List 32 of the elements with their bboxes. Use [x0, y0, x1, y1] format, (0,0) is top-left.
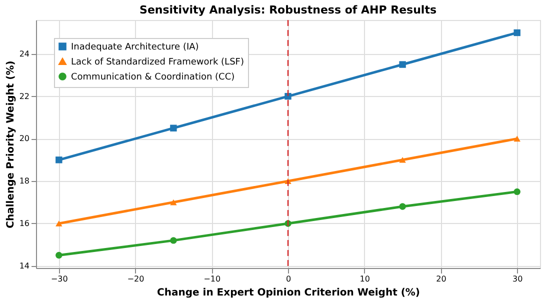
y-tick-label: 14 — [19, 261, 30, 270]
point — [399, 203, 406, 210]
point — [399, 156, 406, 163]
point — [170, 237, 177, 244]
legend-label: Communication & Coordination (CC) — [71, 72, 235, 82]
y-tick-label: 24 — [19, 49, 30, 58]
legend-label: Inadequate Architecture (IA) — [71, 42, 199, 52]
point — [56, 220, 62, 226]
y-tick-label: 20 — [19, 134, 30, 144]
y-tick-label: 16 — [19, 218, 30, 228]
y-tick-label: 18 — [19, 176, 30, 186]
x-tick-label: −10 — [204, 274, 221, 284]
legend-label: Lack of Standardized Framework (LSF) — [71, 58, 244, 68]
point — [170, 199, 177, 206]
x-tick-label: −20 — [127, 274, 144, 284]
point — [399, 61, 406, 68]
x-tick-label: 20 — [436, 274, 446, 284]
x-tick-label: 30 — [512, 274, 523, 284]
point — [284, 92, 292, 100]
y-axis-title: Challenge Priority Weight (%) — [5, 60, 16, 228]
x-axis-title: Change in Expert Opinion Criterion Weight (%) — [157, 288, 420, 298]
y-tick-label: 22 — [19, 92, 30, 101]
point — [56, 156, 62, 164]
point — [170, 124, 177, 132]
point — [514, 29, 520, 36]
chart-title: Sensitivity Analysis: Robustness of AHP Results — [140, 3, 437, 16]
point — [514, 136, 520, 142]
x-tick-label: 10 — [360, 274, 370, 284]
point — [514, 188, 520, 196]
point — [56, 252, 62, 259]
x-tick-label: −30 — [50, 274, 68, 284]
x-tick-label: 0 — [286, 274, 292, 284]
